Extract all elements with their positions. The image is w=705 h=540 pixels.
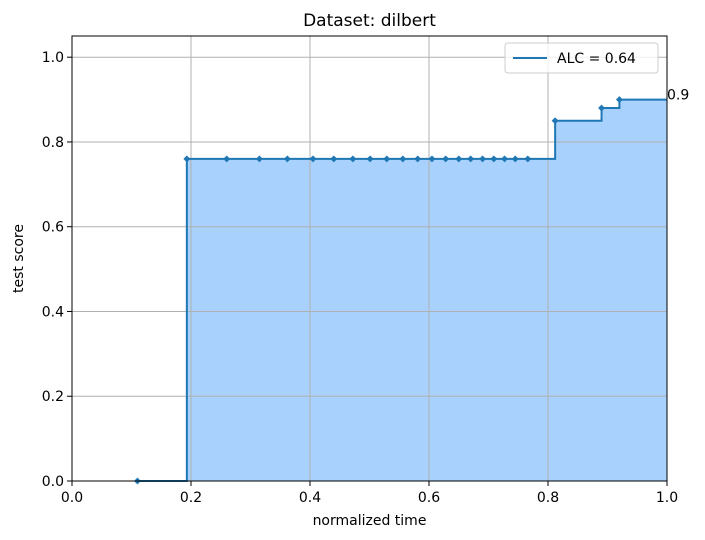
data-point — [501, 155, 509, 163]
y-tick-label: 0.4 — [42, 304, 64, 320]
data-point — [283, 155, 291, 163]
y-axis-label: test score — [11, 224, 27, 293]
data-point — [597, 104, 606, 112]
x-tick-label: 0.6 — [418, 490, 440, 506]
data-point — [428, 155, 436, 163]
data-point — [551, 117, 559, 125]
data-point — [255, 155, 263, 163]
x-tick-label: 0.4 — [299, 490, 321, 506]
data-point — [467, 155, 475, 163]
plot-frame — [71, 35, 668, 482]
data-point — [524, 155, 532, 163]
x-tick-label: 0.8 — [537, 490, 559, 506]
data-point — [511, 155, 519, 163]
legend-entry: ALC = 0.64 — [557, 51, 636, 67]
y-tick-label: 0.2 — [42, 389, 64, 405]
legend: ALC = 0.64 — [504, 42, 659, 74]
chart-title: Dataset: dilbert — [303, 11, 436, 31]
data-point — [455, 155, 463, 163]
x-tick-label: 1.0 — [656, 490, 678, 506]
y-tick-label: 1.0 — [42, 50, 64, 66]
data-point — [366, 155, 374, 163]
data-point — [330, 155, 338, 163]
y-tick-label: 0.6 — [42, 220, 64, 236]
data-point — [183, 155, 191, 163]
legend-box — [504, 42, 659, 74]
x-axis-label: normalized time — [313, 513, 427, 529]
value-annotation: 0.9 — [667, 88, 689, 104]
data-point — [309, 155, 317, 163]
data-point — [615, 96, 623, 104]
data-point — [490, 155, 498, 163]
area-fill — [137, 99, 667, 481]
data-point — [223, 155, 231, 163]
y-tick-label: 0.8 — [42, 135, 64, 151]
data-point — [349, 155, 357, 163]
data-point — [383, 155, 391, 163]
y-tick-label: 0.0 — [42, 474, 64, 490]
data-point — [478, 155, 487, 163]
data-point — [399, 155, 407, 163]
data-point — [414, 155, 422, 163]
data-point — [442, 155, 450, 163]
x-tick-label: 0.0 — [61, 490, 83, 506]
x-tick-label: 0.2 — [180, 490, 202, 506]
